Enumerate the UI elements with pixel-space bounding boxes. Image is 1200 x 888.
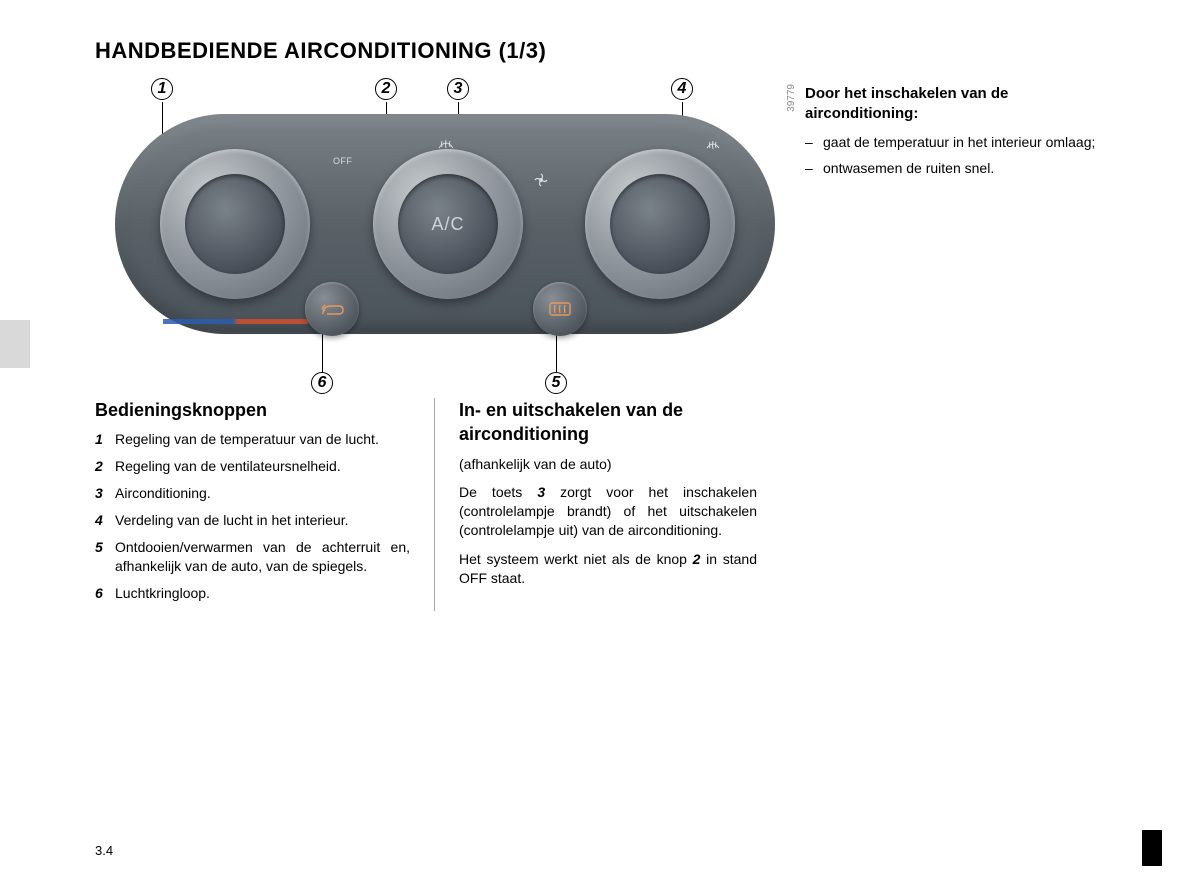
temperature-dial-face: [185, 174, 285, 274]
callout-6: 6: [311, 372, 333, 394]
column-1: Bedieningsknoppen 1Regeling van de tempe…: [95, 398, 435, 611]
photo-code: 39779: [786, 84, 797, 112]
control-panel-figure: 39779 1 2 3 4 5 6 OFF A/C: [115, 84, 775, 394]
callout-2: 2: [375, 78, 397, 100]
air-distribution-dial: [585, 149, 735, 299]
callout-5: 5: [545, 372, 567, 394]
off-label: OFF: [333, 156, 353, 166]
list-item: 3Airconditioning.: [95, 484, 410, 503]
col3-item: –ontwasemen de ruiten snel.: [805, 159, 1125, 178]
callout-3: 3: [447, 78, 469, 100]
col2-p2: Het systeem werkt niet als de knop 2 in …: [459, 550, 757, 588]
fan-icon: [533, 172, 549, 188]
column-3: Door het inschakelen van de aircondition…: [805, 84, 1125, 186]
page-number: 3.4: [95, 843, 113, 858]
col2-heading: In- en uitschakelen van de airconditioni…: [459, 398, 757, 447]
list-item: 1Regeling van de temperatuur van de luch…: [95, 430, 410, 449]
col3-heading: Door het inschakelen van de aircondition…: [805, 84, 1125, 125]
col3-list: –gaat de temperatuur in het interieur om…: [805, 133, 1125, 179]
recirculation-icon: [319, 300, 345, 318]
climate-panel: OFF A/C: [115, 114, 775, 334]
col3-item: –gaat de temperatuur in het interieur om…: [805, 133, 1125, 152]
callout-1: 1: [151, 78, 173, 100]
windshield-defrost-icon: [705, 138, 721, 150]
page-title: HANDBEDIENDE AIRCONDITIONING (1/3): [95, 38, 546, 64]
controls-list: 1Regeling van de temperatuur van de luch…: [95, 430, 410, 602]
list-item: 2Regeling van de ventilateursnelheid.: [95, 457, 410, 476]
col2-sub: (afhankelijk van de auto): [459, 455, 757, 474]
side-tab-right: [1142, 830, 1162, 866]
callout-4: 4: [671, 78, 693, 100]
rear-defrost-button: [533, 282, 587, 336]
temperature-dial: [160, 149, 310, 299]
ac-button-face: A/C: [398, 174, 498, 274]
air-distribution-dial-face: [610, 174, 710, 274]
defrost-icon: [437, 136, 455, 150]
list-item: 5Ontdooien/verwarmen van de achterruit e…: [95, 538, 410, 576]
text-columns: Bedieningsknoppen 1Regeling van de tempe…: [95, 398, 1125, 611]
column-2: In- en uitschakelen van de airconditioni…: [435, 398, 775, 611]
fan-speed-dial: A/C: [373, 149, 523, 299]
rear-defrost-icon: [548, 300, 572, 318]
list-item: 6Luchtkringloop.: [95, 584, 410, 603]
col1-heading: Bedieningsknoppen: [95, 398, 410, 422]
col2-p1: De toets 3 zorgt voor het inschakelen (c…: [459, 483, 757, 540]
recirculation-button: [305, 282, 359, 336]
list-item: 4Verdeling van de lucht in het interieur…: [95, 511, 410, 530]
side-tab-left: [0, 320, 30, 368]
